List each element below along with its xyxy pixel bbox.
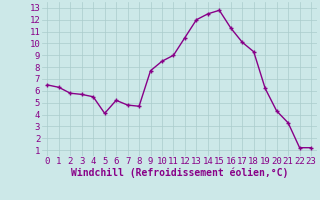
X-axis label: Windchill (Refroidissement éolien,°C): Windchill (Refroidissement éolien,°C) (70, 168, 288, 178)
